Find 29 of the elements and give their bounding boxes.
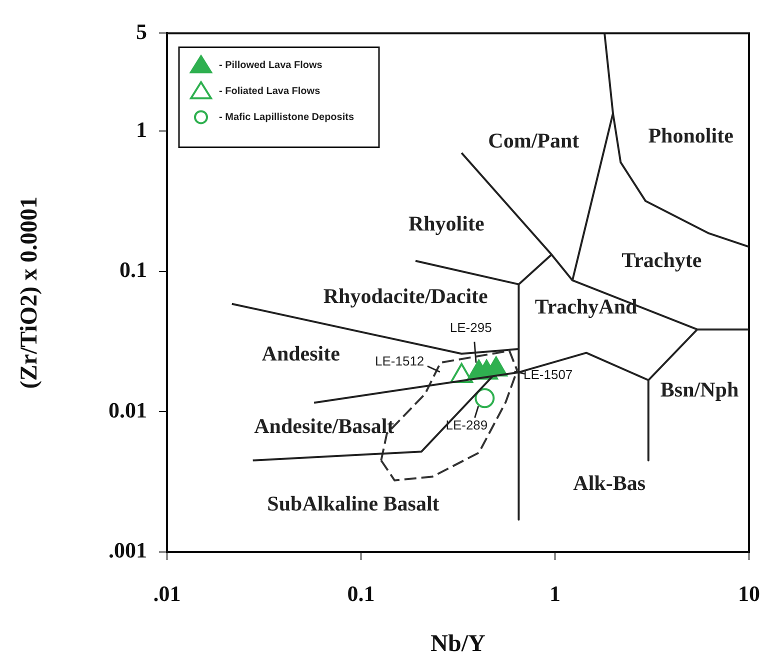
x-tick-label: 0.1 <box>347 580 375 606</box>
x-tick-label: .01 <box>153 580 181 606</box>
y-tick-label: 0.1 <box>120 257 147 282</box>
annotation: LE-295 <box>450 320 492 336</box>
legend-label: - Foliated Lava Flows <box>219 86 321 97</box>
y-tick-label: .001 <box>108 538 147 563</box>
annotation: Rhyolite <box>408 212 484 236</box>
x-axis-title: Nb/Y <box>430 630 486 657</box>
legend-label: - Pillowed Lava Flows <box>219 60 323 71</box>
y-tick-label: 5 <box>136 18 147 44</box>
annotation: Com/Pant <box>488 128 580 153</box>
y-tick-label: 0.01 <box>108 397 147 422</box>
x-tick-label: 10 <box>738 580 760 606</box>
annotation: Trachyte <box>622 248 702 272</box>
annotation: Andesite <box>262 341 340 366</box>
y-axis-title: (Zr/TiO2) x 0.0001 <box>16 196 43 389</box>
annotation: LE-1507 <box>524 367 573 382</box>
annotation: SubAlkaline Basalt <box>267 492 440 516</box>
y-tick-label: 1 <box>136 116 147 142</box>
annotation: Phonolite <box>648 123 734 148</box>
annotation: LE-289 <box>446 418 488 433</box>
annotation: Alk-Bas <box>573 470 646 495</box>
annotation: LE-1512 <box>375 354 424 369</box>
annotation: Bsn/Nph <box>660 378 739 402</box>
x-tick-label: 1 <box>550 580 560 606</box>
annotation: Rhyodacite/Dacite <box>323 284 488 308</box>
annotation: Andesite/Basalt <box>254 414 394 438</box>
legend-label: - Mafic Lapillistone Deposits <box>219 112 354 123</box>
annotation: TrachyAnd <box>534 294 638 319</box>
